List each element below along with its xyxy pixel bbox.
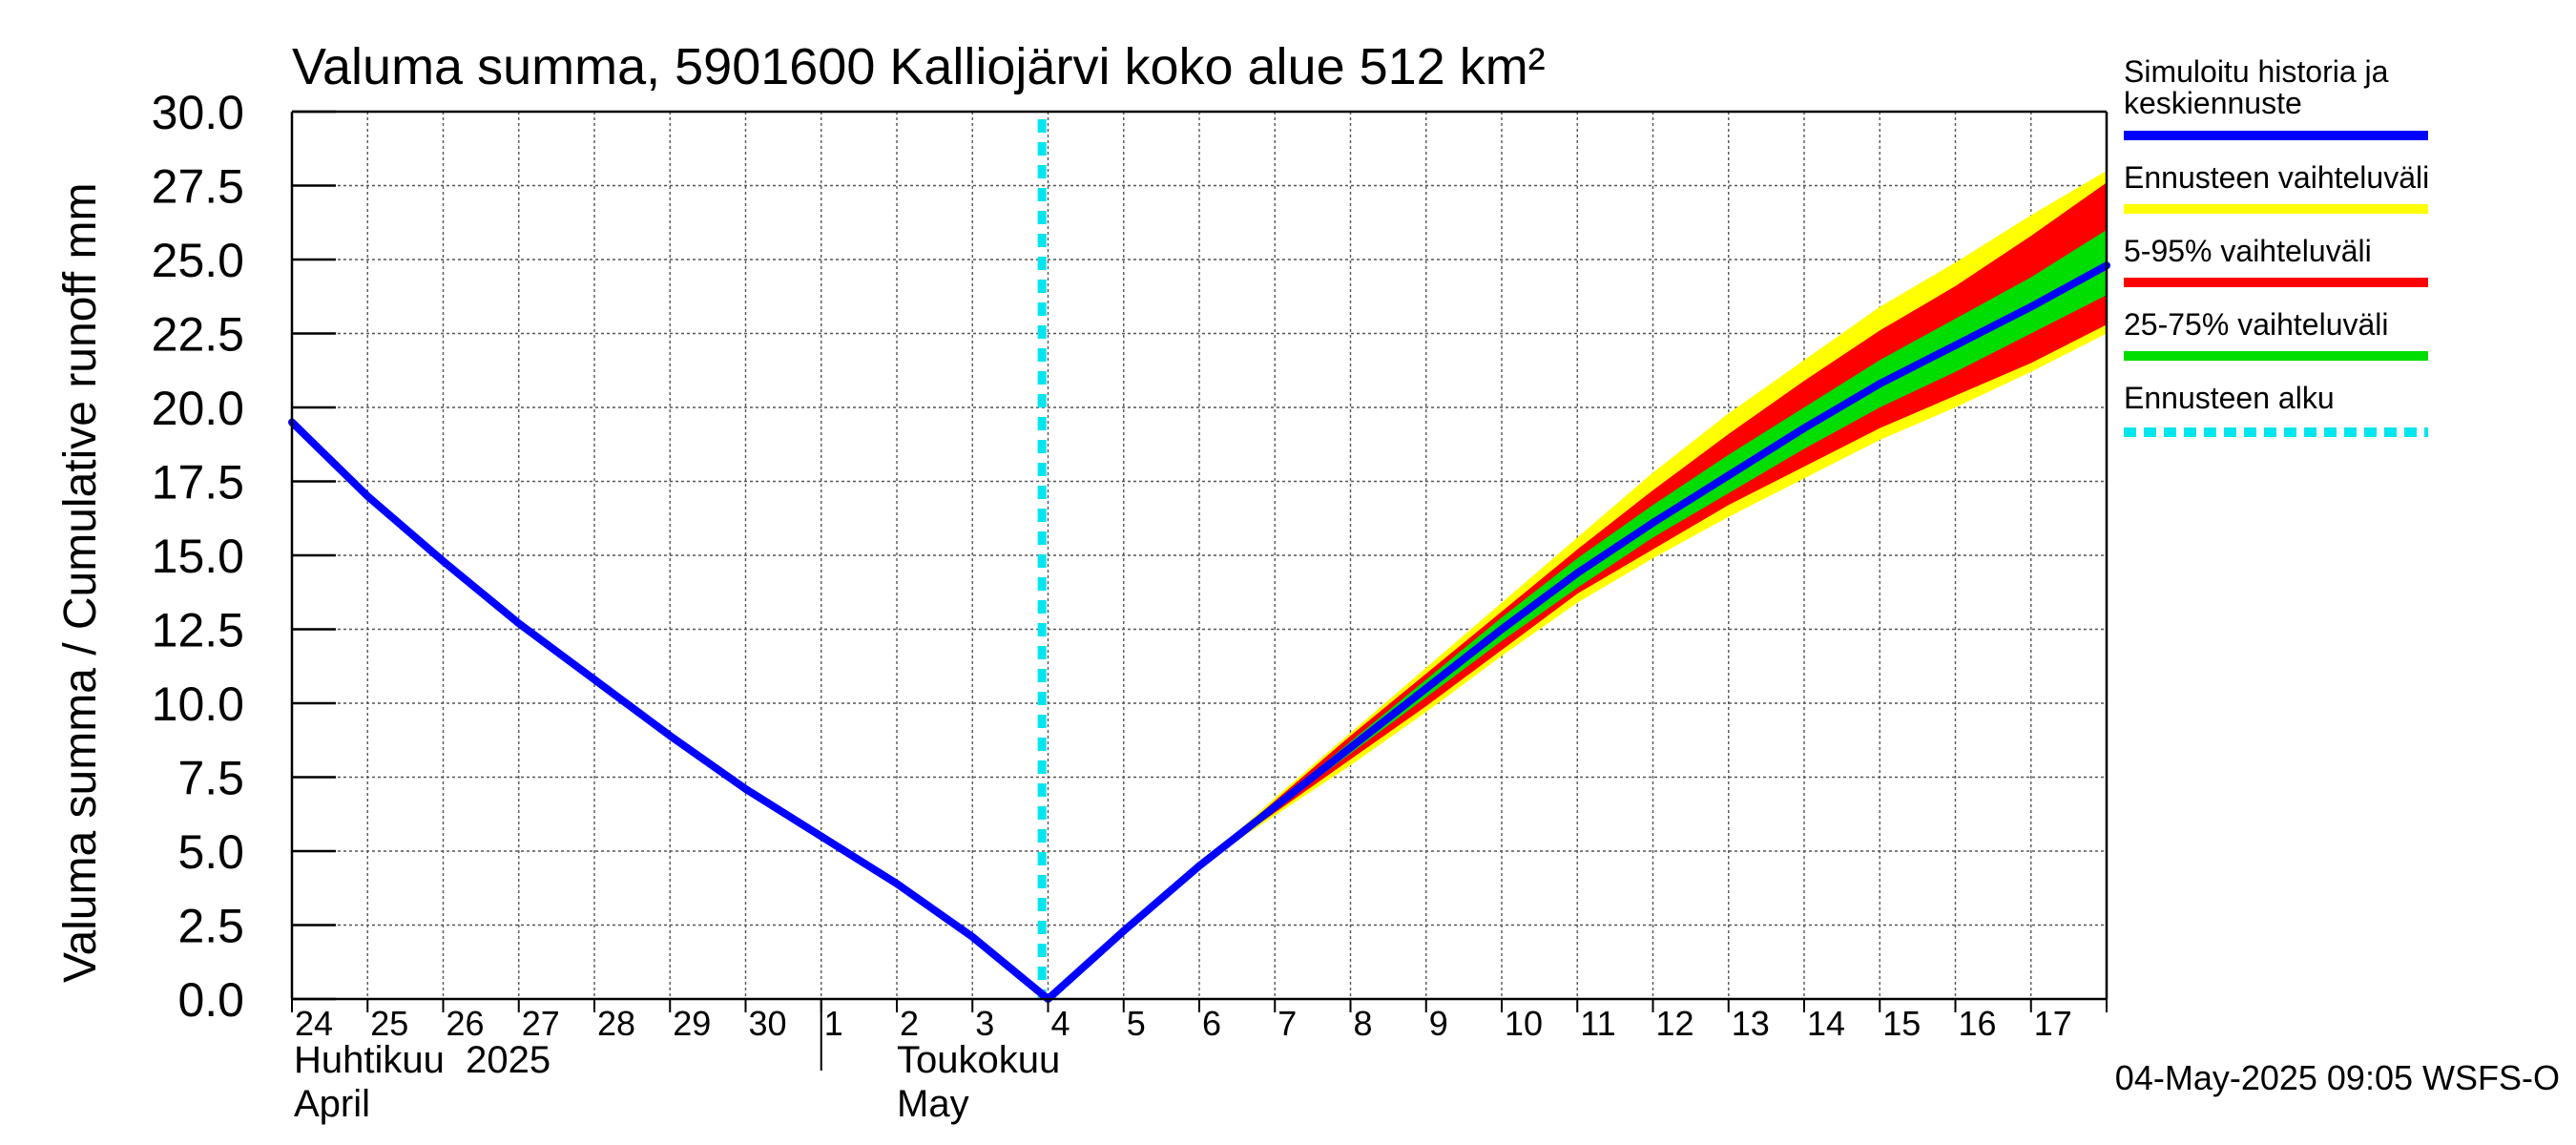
y-tick-label: 2.5 (177, 900, 244, 953)
grid (292, 111, 2108, 999)
x-tick-label: 10 (1505, 1004, 1543, 1043)
month-label-april-fi: Huhtikuu 2025 (294, 1039, 551, 1081)
legend-label-4: Ennusteen alku (2124, 381, 2335, 415)
legend: Simuloitu historia ja keskiennuste Ennuste… (2124, 54, 2429, 437)
x-tick-label: 17 (2034, 1004, 2072, 1043)
x-tick-label: 1 (824, 1004, 843, 1043)
month-label-may-en: May (897, 1083, 969, 1125)
chart-title: Valuma summa, 5901600 Kalliojärvi koko a… (292, 38, 1546, 95)
x-tick-label: 30 (749, 1004, 787, 1043)
footer-timestamp: 04-May-2025 09:05 WSFS-O (2115, 1058, 2560, 1097)
x-tick-label: 3 (975, 1004, 994, 1043)
x-tick-label: 14 (1807, 1004, 1845, 1043)
x-tick-label: 2 (900, 1004, 919, 1043)
y-axis-label: Valuma summa / Cumulative runoff mm (55, 183, 106, 984)
y-tick-label: 5.0 (177, 825, 244, 879)
x-tick-label: 12 (1656, 1004, 1694, 1043)
x-tick-label: 25 (370, 1004, 408, 1043)
x-tick-label: 24 (295, 1004, 333, 1043)
x-tick-label: 29 (673, 1004, 711, 1043)
month-label-april-en: April (294, 1083, 370, 1125)
x-tick-label: 26 (447, 1004, 485, 1043)
legend-label-line: keskiennuste (2124, 86, 2302, 120)
y-tick-label: 25.0 (152, 234, 244, 287)
y-tick-label: 30.0 (152, 86, 244, 139)
y-tick-label: 20.0 (152, 382, 244, 435)
month-label-may-fi: Toukokuu (897, 1039, 1060, 1081)
x-tick-label: 9 (1429, 1004, 1448, 1043)
x-tick-label: 16 (1959, 1004, 1997, 1043)
y-tick-label: 7.5 (177, 752, 244, 805)
y-tick-label: 27.5 (152, 160, 244, 214)
x-tick-label: 6 (1202, 1004, 1221, 1043)
x-tick-label: 28 (597, 1004, 635, 1043)
x-tick-label: 13 (1732, 1004, 1770, 1043)
x-tick-label: 5 (1127, 1004, 1146, 1043)
x-tick-label: 15 (1882, 1004, 1921, 1043)
y-tick-label: 0.0 (177, 973, 244, 1027)
y-tick-label: 10.0 (152, 677, 244, 731)
legend-label-1: Ennusteen vaihteluväli (2124, 160, 2429, 195)
x-tick-label: 7 (1278, 1004, 1297, 1043)
series-line-0 (288, 261, 2110, 1003)
y-tick-label: 22.5 (152, 308, 244, 362)
legend-label-line: Simuloitu historia ja (2124, 54, 2389, 89)
y-tick-label: 15.0 (152, 530, 244, 583)
legend-label-0: Simuloitu historia ja keskiennuste (2124, 54, 2389, 120)
series-lines (288, 261, 2110, 1003)
legend-label-3: 25-75% vaihteluväli (2124, 307, 2389, 342)
x-tick-label: 27 (522, 1004, 560, 1043)
legend-label-2: 5-95% vaihteluväli (2124, 234, 2372, 268)
y-tick-label: 12.5 (152, 604, 244, 657)
x-tick-label: 11 (1580, 1004, 1615, 1043)
x-ticks: 24 25 26 27 28 29 30 1 2 3 4 5 6 7 8 9 10 11 12 13 14 15 16 17 (291, 999, 2108, 1043)
band-2 (1199, 230, 2107, 866)
y-tick-label: 17.5 (152, 456, 244, 510)
x-tick-label: 8 (1354, 1004, 1373, 1043)
x-tick-label: 4 (1051, 1004, 1070, 1043)
y-ticks: 0.0 2.5 5.0 7.5 10.0 12.5 15.0 17.5 20.0 22.5 25.0… (152, 86, 336, 1027)
